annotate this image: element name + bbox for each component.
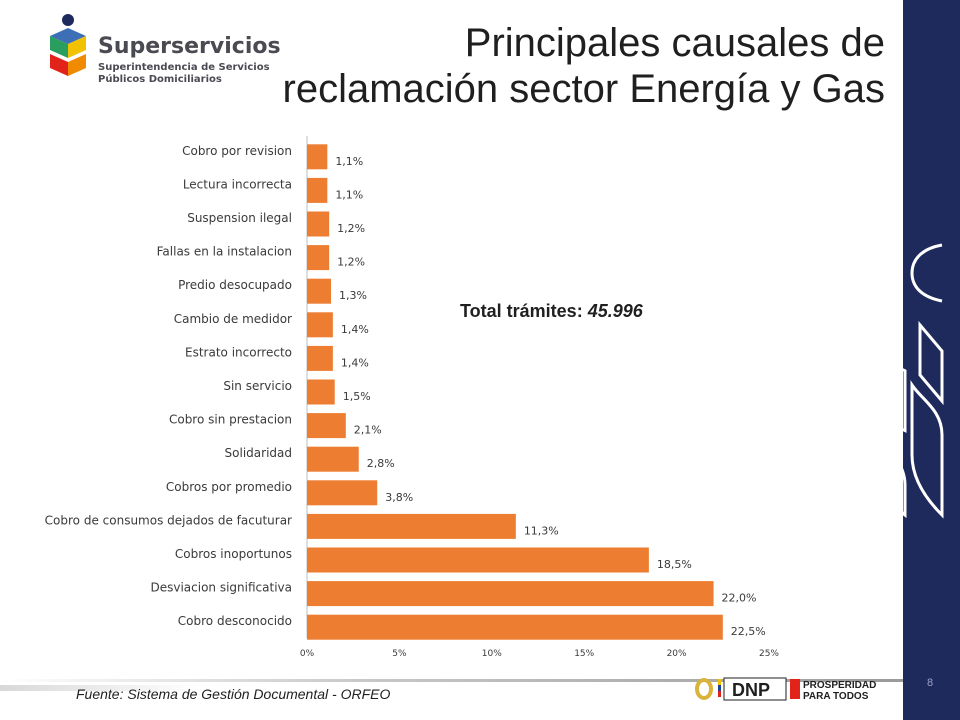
category-label: Cambio de medidor <box>174 312 292 326</box>
bar-12 <box>307 547 649 573</box>
value-label: 1,4% <box>341 323 369 336</box>
category-label: Solidaridad <box>225 446 292 460</box>
logo-subtitle-2: Públicos Domiciliarios <box>98 74 222 85</box>
value-label: 1,1% <box>335 155 363 168</box>
category-label: Sin servicio <box>223 379 292 393</box>
x-tick-label: 15% <box>574 649 594 659</box>
prosperidad-logo: PROSPERIDAD PARA TODOS <box>790 679 876 702</box>
x-tick-label: 25% <box>759 649 779 659</box>
title-line-1: Principales causales de <box>464 21 885 65</box>
dnp-text: DNP <box>732 680 770 700</box>
value-label: 3,8% <box>385 491 413 504</box>
value-label: 1,2% <box>337 256 365 269</box>
dnp-logo: DNP <box>723 677 787 701</box>
government-logos: DNP PROSPERIDAD PARA TODOS <box>695 677 876 702</box>
value-label: 1,4% <box>341 356 369 369</box>
bar-8 <box>307 413 346 439</box>
right-decorative-band <box>903 0 960 720</box>
bar-14 <box>307 614 723 640</box>
category-label: Cobro sin prestacion <box>169 413 292 427</box>
footer-shadow <box>0 685 200 691</box>
category-label: Predio desocupado <box>178 278 292 292</box>
category-labels: Cobro por revision Lectura incorrecta Susp… <box>45 144 292 628</box>
x-tick-label: 20% <box>667 649 687 659</box>
prosperidad-text-2: PARA TODOS <box>803 691 869 702</box>
page-title: Principales causales de reclamación sect… <box>283 20 885 112</box>
x-tick-label: 5% <box>392 649 407 659</box>
footer-divider <box>0 679 903 682</box>
prosperidad-text-1: PROSPERIDAD <box>803 680 876 691</box>
value-label: 11,3% <box>524 524 559 537</box>
bar-13 <box>307 581 714 607</box>
total-tramites: Total trámites: 45.996 <box>460 301 643 322</box>
bar-7 <box>307 379 335 405</box>
bar-9 <box>307 446 359 472</box>
category-label: Cobros inoportunos <box>175 547 292 561</box>
value-labels: 1,1% 1,1% 1,2% 1,2% 1,3% 1,4% 1,4% 1,5% 2,1% 2,8%… <box>335 155 765 638</box>
category-label: Lectura incorrecta <box>183 177 292 191</box>
source-note: Fuente: Sistema de Gestión Documental - … <box>76 686 391 702</box>
category-label: Fallas en la instalacion <box>157 245 292 259</box>
category-label: Cobro desconocido <box>178 614 292 628</box>
total-value: 45.996 <box>587 301 643 321</box>
bar-5 <box>307 312 333 338</box>
total-label: Total trámites: <box>460 301 583 321</box>
decorative-shapes <box>866 243 944 519</box>
x-axis-ticks: 0% 5% 10% 15% 20% 25% <box>300 649 780 659</box>
bar-2 <box>307 211 330 237</box>
category-label: Suspension ilegal <box>187 211 292 225</box>
value-label: 1,1% <box>335 188 363 201</box>
logo-brand-name: Superservicios <box>98 34 281 59</box>
title-line-2: reclamación sector Energía y Gas <box>282 67 885 111</box>
bar-10 <box>307 480 378 506</box>
category-label: Desviacion significativa <box>150 581 292 595</box>
bar-0 <box>307 144 328 170</box>
bar-3 <box>307 245 330 271</box>
coat-of-arms-icon <box>695 678 713 700</box>
value-label: 22,0% <box>722 592 757 605</box>
logo-subtitle-1: Superintendencia de Servicios <box>98 62 270 73</box>
value-label: 1,2% <box>337 222 365 235</box>
superservicios-logo-icon <box>50 14 86 76</box>
value-label: 2,8% <box>367 457 395 470</box>
category-label: Cobros por promedio <box>166 480 292 494</box>
category-label: Estrato incorrecto <box>185 345 292 359</box>
bar-4 <box>307 278 332 304</box>
bar-chart: Cobro por revision Lectura incorrecta Susp… <box>45 136 780 659</box>
bar-6 <box>307 345 333 371</box>
superservicios-logo: Superservicios Superintendencia de Servi… <box>40 12 281 90</box>
bar-1 <box>307 177 328 203</box>
value-label: 1,3% <box>339 289 367 302</box>
category-label: Cobro por revision <box>182 144 292 158</box>
category-label: Cobro de consumos dejados de facuturar <box>45 513 292 527</box>
value-label: 1,5% <box>343 390 371 403</box>
value-label: 18,5% <box>657 558 692 571</box>
page-number: 8 <box>927 677 934 689</box>
value-label: 2,1% <box>354 424 382 437</box>
bars-group <box>307 144 723 640</box>
bar-11 <box>307 513 516 539</box>
x-tick-label: 0% <box>300 649 315 659</box>
value-label: 22,5% <box>731 625 766 638</box>
x-tick-label: 10% <box>482 649 502 659</box>
